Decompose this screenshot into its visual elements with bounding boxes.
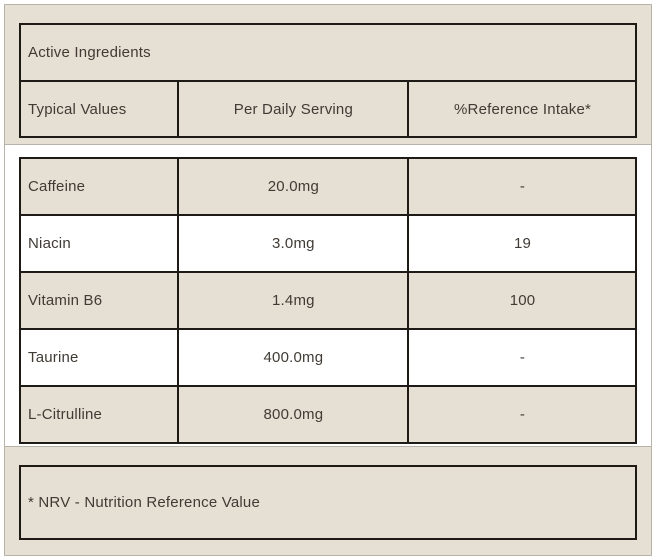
footnote-box: * NRV - Nutrition Reference Value [19, 465, 637, 540]
ingredient-reference-intake: - [407, 157, 637, 216]
col-header-per-daily-serving: Per Daily Serving [176, 80, 410, 138]
ingredient-name: Taurine [19, 328, 179, 387]
ingredient-amount: 1.4mg [176, 271, 410, 330]
ingredient-name: Vitamin B6 [19, 271, 179, 330]
table-row: Taurine 400.0mg - [19, 328, 637, 387]
table-row: L-Citrulline 800.0mg - [19, 385, 637, 444]
ingredient-amount: 400.0mg [176, 328, 410, 387]
header-section: Active Ingredients Typical Values Per Da… [5, 5, 651, 145]
table-row: Niacin 3.0mg 19 [19, 214, 637, 273]
ingredient-reference-intake: 100 [407, 271, 637, 330]
active-ingredients-panel: Active Ingredients Typical Values Per Da… [4, 4, 652, 556]
ingredients-section: Caffeine 20.0mg - Niacin 3.0mg 19 Vitami… [5, 145, 651, 446]
footnote-text: * NRV - Nutrition Reference Value [28, 494, 260, 511]
section-title: Active Ingredients [19, 23, 637, 82]
ingredient-amount: 20.0mg [176, 157, 410, 216]
table-row: Vitamin B6 1.4mg 100 [19, 271, 637, 330]
ingredient-amount: 3.0mg [176, 214, 410, 273]
ingredients-table: Caffeine 20.0mg - Niacin 3.0mg 19 Vitami… [19, 157, 637, 444]
ingredient-name: L-Citrulline [19, 385, 179, 444]
ingredient-reference-intake: 19 [407, 214, 637, 273]
section-title-row: Active Ingredients [19, 23, 637, 82]
ingredient-reference-intake: - [407, 385, 637, 444]
ingredient-amount: 800.0mg [176, 385, 410, 444]
ingredient-reference-intake: - [407, 328, 637, 387]
ingredient-name: Caffeine [19, 157, 179, 216]
col-header-reference-intake: %Reference Intake* [407, 80, 637, 138]
col-header-typical-values: Typical Values [19, 80, 179, 138]
footnote-section: * NRV - Nutrition Reference Value [5, 446, 651, 555]
column-header-row: Typical Values Per Daily Serving %Refere… [19, 80, 637, 138]
table-row: Caffeine 20.0mg - [19, 157, 637, 216]
header-table: Active Ingredients Typical Values Per Da… [19, 23, 637, 138]
ingredient-name: Niacin [19, 214, 179, 273]
